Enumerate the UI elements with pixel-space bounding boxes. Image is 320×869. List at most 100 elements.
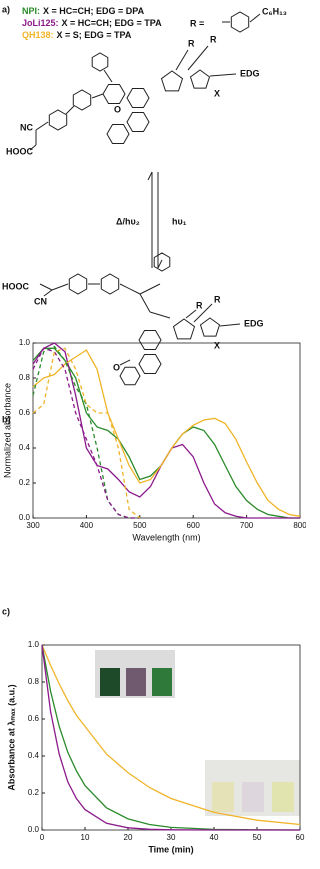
ring (138, 354, 162, 374)
bond (29, 144, 37, 151)
atom-label: HOOC (6, 146, 34, 156)
y-tick-label: 0.0 (28, 825, 40, 834)
bond (43, 289, 53, 297)
legend-entry: JoLi125: X = HC=CH; EDG = TPA (22, 18, 162, 28)
ring (172, 318, 196, 340)
vial (242, 782, 264, 812)
x-tick-label: 800 (293, 521, 306, 530)
bond (219, 323, 241, 327)
x-tick-label: 50 (253, 833, 262, 842)
ring (106, 124, 130, 144)
bond (249, 13, 261, 23)
y-tick-label: 0.2 (28, 788, 40, 797)
bond (175, 49, 189, 71)
series-line (32, 342, 300, 519)
panel-label: c) (2, 606, 10, 616)
x-tick-label: 400 (80, 521, 94, 530)
bond (209, 73, 237, 77)
panel-label: a) (2, 4, 10, 14)
x-tick-label: 20 (124, 833, 133, 842)
ring (160, 70, 184, 92)
ring (230, 11, 250, 33)
bond (139, 293, 151, 313)
y-tick-label: 1.0 (19, 338, 31, 347)
x-tick-label: 0 (40, 833, 45, 842)
atom-label: R (188, 38, 195, 48)
y-tick-label: 0.6 (28, 714, 40, 723)
x-axis-title: Wavelength (nm) (132, 532, 200, 542)
atom-label: R (210, 34, 217, 44)
atom-label: EDG (240, 68, 260, 78)
bond (119, 359, 131, 366)
compound-name: QH138: (22, 30, 54, 40)
atom-label: NC (20, 122, 33, 132)
ring (68, 273, 88, 295)
y-tick-label: 0.8 (28, 677, 40, 686)
atom-label: X (214, 88, 220, 98)
series-line (32, 347, 300, 519)
series-line (41, 644, 300, 831)
bond (139, 283, 161, 295)
plot-frame (32, 342, 301, 519)
bond (35, 121, 49, 131)
ring (153, 252, 171, 272)
bond (119, 283, 141, 295)
atom-label: O (114, 104, 121, 114)
atom-label: CN (34, 296, 47, 306)
atom-label: HOOC (2, 281, 30, 291)
compound-description: X = HC=CH; EDG = DPA (43, 6, 145, 16)
compound-description: X = HC=CH; EDG = TPA (62, 18, 163, 28)
y-axis-title: Absorbance at λₘₐₓ (a.u.) (6, 684, 16, 790)
vial (272, 782, 294, 812)
bond (185, 309, 197, 319)
bond (187, 45, 209, 71)
ring (199, 317, 221, 337)
y-tick-label: 0.2 (19, 478, 31, 487)
y-tick-label: 1.0 (28, 640, 40, 649)
series-line (32, 347, 141, 519)
series-line (32, 345, 140, 519)
vial (100, 668, 120, 696)
ring (189, 69, 211, 89)
atom-label: R (196, 300, 203, 310)
arrow-label: hυ₁ (172, 216, 187, 226)
ring (126, 88, 150, 108)
r-definition: R = (190, 18, 204, 28)
legend-entry: QH138: X = S; EDG = TPA (22, 30, 132, 40)
arrow (147, 171, 153, 181)
x-tick-label: 600 (187, 521, 201, 530)
x-tick-label: 700 (240, 521, 254, 530)
arrow (157, 259, 163, 269)
substituent: C₆H₁₃ (262, 6, 287, 16)
y-tick-label: 0.0 (19, 513, 31, 522)
x-tick-label: 500 (133, 521, 147, 530)
ring (138, 330, 162, 350)
y-tick-label: 0.4 (19, 443, 31, 452)
compound-description: X = S; EDG = TPA (57, 30, 132, 40)
bond (51, 283, 69, 291)
atom-label: R (214, 294, 221, 304)
ring (72, 89, 92, 111)
series-line (32, 349, 301, 517)
arrow-label: Δ/hυ₂ (116, 216, 140, 226)
y-tick-label: 0.6 (19, 408, 31, 417)
legend-entry: NPI: X = HC=CH; EDG = DPA (22, 6, 145, 16)
y-axis-title: Normalized absorbance (2, 383, 12, 478)
y-tick-label: 0.4 (28, 751, 40, 760)
compound-name: JoLi125: (22, 18, 59, 28)
ring (91, 52, 109, 72)
figure: a) b) c) R = C₆H₁₃ R R EDG X O NC HOOC Δ… (2, 4, 306, 854)
vial (152, 668, 172, 696)
series-line (32, 347, 140, 519)
atom-label: X (214, 340, 220, 350)
bond (91, 93, 104, 99)
ring (48, 109, 68, 131)
bond (39, 283, 53, 291)
x-tick-label: 60 (296, 833, 305, 842)
bond (65, 105, 75, 115)
x-tick-label: 10 (81, 833, 90, 842)
series-line (41, 644, 301, 826)
ring (126, 112, 150, 132)
vial (126, 668, 146, 696)
panel-label: b) (2, 414, 11, 424)
